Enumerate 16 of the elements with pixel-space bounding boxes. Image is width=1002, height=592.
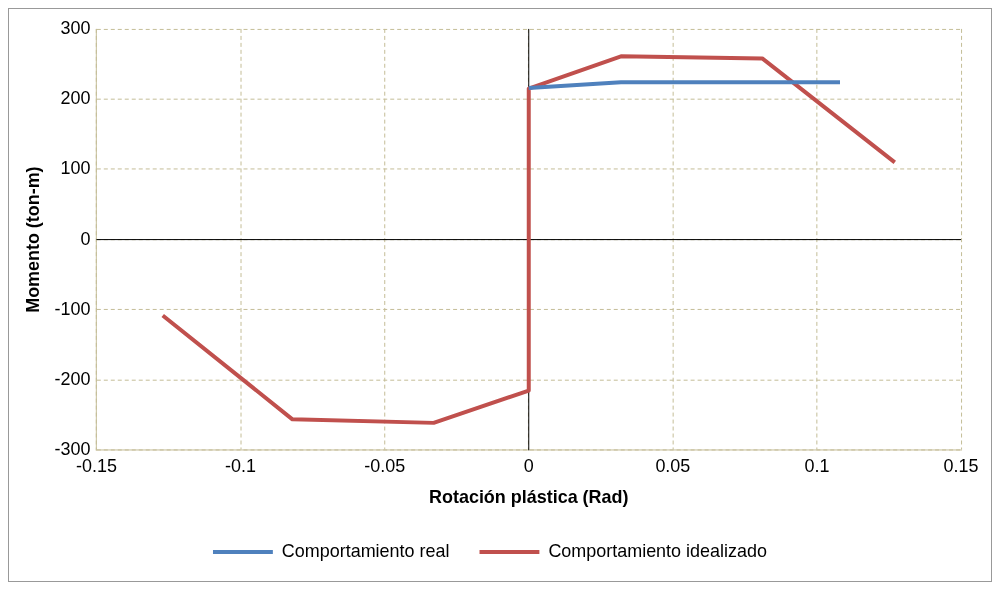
x-axis-title: Rotación plástica (Rad)	[429, 487, 629, 508]
y-tick-label: 0	[80, 228, 91, 249]
y-tick-label: 300	[60, 17, 91, 38]
y-tick-label: -100	[54, 298, 91, 319]
x-tick-label: 0.05	[655, 455, 691, 476]
y-tick-label: 200	[60, 88, 91, 109]
x-tick-label: 0	[523, 455, 534, 476]
legend-label: Comportamiento idealizado	[548, 541, 767, 562]
x-tick-label: -0.1	[225, 455, 257, 476]
x-tick-label: 0.15	[943, 455, 979, 476]
legend-label: Comportamiento real	[281, 541, 450, 562]
x-tick-label: 0.1	[804, 455, 830, 476]
x-tick-label: -0.05	[364, 455, 406, 476]
y-axis-title: Momento (ton-m)	[22, 166, 43, 313]
y-tick-label: -200	[54, 369, 91, 389]
y-tick-label: 100	[60, 158, 91, 179]
